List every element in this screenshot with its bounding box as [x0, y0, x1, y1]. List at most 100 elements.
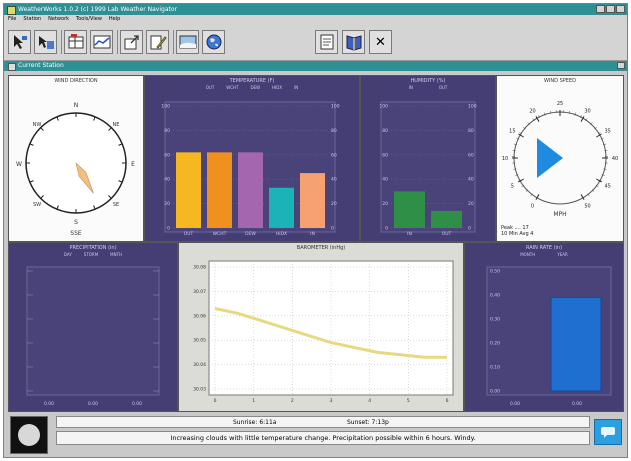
- menu-network[interactable]: Network: [48, 16, 70, 22]
- minimize-button[interactable]: [596, 5, 605, 13]
- wind-speed-minor-tick: [517, 179, 521, 182]
- pencil-icon: [150, 35, 167, 50]
- temp-label-in: IN: [294, 85, 299, 90]
- menu-file[interactable]: File: [8, 16, 17, 22]
- temp-ytick-right: 20: [331, 201, 337, 207]
- baro-xtick: 6: [446, 398, 449, 404]
- compass-west: W: [16, 161, 22, 168]
- document-icon: [320, 34, 333, 50]
- humidity-ytick-right: 20: [468, 201, 474, 207]
- avg-value: 4: [530, 231, 534, 237]
- export-button[interactable]: [120, 30, 143, 54]
- barometer-chart: 30.08 30.07 30.06 30.05 30.04 30.03 0 1 2 3 4 5 6: [193, 260, 454, 404]
- close-button[interactable]: [616, 5, 625, 13]
- humidity-ytick-right: 0: [468, 226, 471, 232]
- baro-ytick: 30.04: [193, 362, 206, 368]
- rain-ytick: 0.50: [490, 269, 500, 275]
- wind-speed-panel: WIND SPEED MPH 0 5 10 15 20 25 30 35 40 45 50 Peak…: [496, 75, 624, 242]
- precip-label-storm: STORM: [83, 252, 99, 257]
- humidity-chart: 100 100 80 80 60 60 40 40 20 20 0 0 IN OUT: [379, 101, 477, 237]
- temp-xtick: OUT: [184, 231, 194, 237]
- wind-direction-readout: SSE: [70, 230, 82, 237]
- wind-speed-minor-tick: [543, 112, 546, 116]
- humidity-label-out: OUT: [438, 85, 448, 90]
- temp-label-out: OUT: [205, 85, 215, 90]
- wind-speed-tick-label: 30: [584, 108, 590, 114]
- sun-times-bar: Sunrise: 6:11a Sunset: 7:13p: [56, 416, 590, 428]
- close-x-button[interactable]: ✕: [369, 30, 392, 54]
- wind-speed-minor-tick: [580, 115, 582, 118]
- barometer-panel: BAROMETER (inHg) 30.08 30.07 30.06 30.05 30.…: [178, 242, 464, 412]
- compass-tick: [108, 195, 112, 199]
- wind-speed-minor-tick: [519, 132, 523, 135]
- baro-xtick: 2: [291, 398, 294, 404]
- humidity-bar-out: [431, 210, 462, 228]
- wind-speed-minor-tick: [594, 126, 597, 130]
- wind-direction-title: WIND DIRECTION: [54, 78, 98, 84]
- station-arrow-icon: [38, 36, 54, 49]
- compass-tick: [118, 180, 123, 183]
- compass-nw: NW: [33, 122, 42, 128]
- rain-ytick: 0.30: [490, 317, 500, 323]
- rain-ytick: 0.10: [490, 365, 500, 371]
- wind-speed-minor-tick: [603, 168, 607, 170]
- app-icon: [7, 6, 16, 15]
- sunset-label: Sunset:: [347, 419, 370, 426]
- globe-button[interactable]: [202, 30, 225, 54]
- temp-bar-in: [300, 173, 325, 228]
- menu-help[interactable]: Help: [108, 16, 121, 22]
- message-icon: [601, 427, 615, 438]
- compass-tick: [40, 195, 44, 199]
- baro-xtick: 0: [214, 398, 217, 404]
- wind-speed-minor-tick: [595, 184, 599, 188]
- temp-xtick: IN: [310, 231, 315, 237]
- rain-label-month: MONTH: [520, 252, 536, 257]
- station-subwindow-title[interactable]: Current Station: [4, 61, 627, 71]
- wind-speed-minor-tick: [568, 110, 570, 114]
- menu-tools[interactable]: Tools/View: [76, 16, 102, 22]
- data-table-button[interactable]: [64, 30, 87, 54]
- sunset-value: 7:13p: [371, 419, 389, 426]
- temp-ytick-right: 80: [331, 128, 337, 134]
- humidity-ytick-right: 100: [468, 104, 477, 110]
- temp-label-dew: DEW: [250, 85, 261, 90]
- moon-phase-icon: [10, 416, 48, 454]
- temp-ytick-right: 60: [331, 152, 337, 158]
- satellite-button[interactable]: [176, 30, 199, 54]
- menu-station[interactable]: Station: [23, 16, 42, 22]
- wind-speed-title: WIND SPEED: [544, 78, 576, 84]
- subwindow-close-button[interactable]: [617, 62, 625, 69]
- station-button[interactable]: [34, 30, 57, 54]
- help-book-button[interactable]: [342, 30, 365, 54]
- title-bar[interactable]: WeatherWorks 1.0.2 (c) 1999 Lab Weather …: [4, 4, 627, 15]
- compass-tick: [40, 127, 44, 131]
- baro-xtick: 3: [330, 398, 333, 404]
- avg-label: 10 Min Avg: [501, 231, 529, 237]
- pencil-button[interactable]: [146, 30, 169, 54]
- rain-footer-year: 0.00: [572, 401, 582, 407]
- chart-button[interactable]: [90, 30, 113, 54]
- compass-south: S: [74, 219, 78, 226]
- barometer-trend-line: [214, 307, 447, 359]
- barometer-title: BAROMETER (inHg): [296, 245, 346, 251]
- humidity-panel: HUMIDITY (%) IN OUT 100 100 80 80 60 60 40 40 20…: [360, 75, 496, 242]
- select-arrow-icon: [13, 35, 27, 49]
- wind-speed-minor-tick: [600, 137, 604, 140]
- wind-speed-minor-tick: [530, 193, 533, 197]
- wind-direction-needle: [75, 162, 94, 194]
- temp-label-hidx: HIDX: [272, 85, 283, 90]
- chat-help-button[interactable]: [594, 419, 622, 445]
- temp-ytick: 0: [167, 226, 170, 232]
- select-arrow-button[interactable]: [8, 30, 31, 54]
- baro-ytick: 30.05: [193, 338, 206, 344]
- compass-tick: [29, 143, 34, 146]
- rain-rate-title: RAIN RATE (in): [525, 245, 563, 251]
- maximize-button[interactable]: [606, 5, 615, 13]
- rain-rate-panel: RAIN RATE (in) MONTH YEAR 0.00 0.00 0.50…: [464, 242, 624, 412]
- temperature-chart: 100 100 80 80 60 60 40 40 20 20 0 0 OUT WCHT DEW HIDX IN: [161, 101, 340, 237]
- subwindow-icon: [8, 63, 16, 71]
- document-button[interactable]: [315, 30, 338, 54]
- humidity-ytick-right: 40: [468, 177, 474, 183]
- rain-rate-bar: [550, 296, 602, 392]
- precipitation-panel: PRECIPITATION (in) DAY STORM MNTH 0.00 0…: [8, 242, 178, 412]
